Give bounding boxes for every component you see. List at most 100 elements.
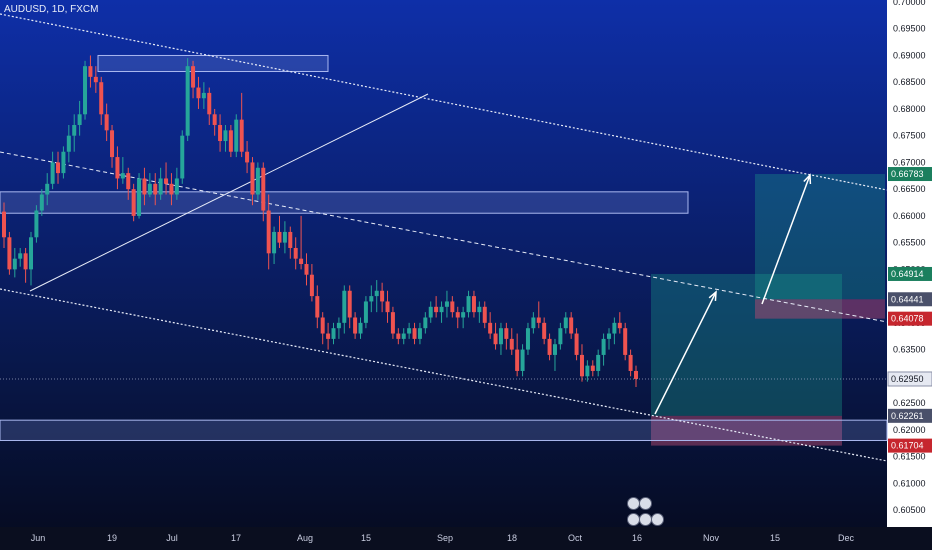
candle-body[interactable] — [61, 151, 66, 174]
candle-body[interactable] — [45, 183, 50, 195]
candle-body[interactable] — [2, 211, 6, 238]
candle-body[interactable] — [196, 87, 201, 99]
price-label-tag[interactable] — [888, 438, 932, 453]
candle-body[interactable] — [628, 354, 633, 371]
candle-body[interactable] — [596, 354, 601, 371]
candle-body[interactable] — [358, 322, 363, 334]
candle-body[interactable] — [34, 210, 39, 238]
candle-body[interactable] — [207, 92, 212, 115]
candle-body[interactable] — [12, 258, 17, 270]
candle-body[interactable] — [126, 173, 131, 190]
candle-body[interactable] — [83, 66, 88, 115]
candle-body[interactable] — [417, 328, 422, 339]
candle-body[interactable] — [439, 306, 444, 313]
candle-body[interactable] — [88, 66, 93, 77]
candle-body[interactable] — [164, 178, 169, 184]
candle-body[interactable] — [212, 114, 217, 125]
candle-body[interactable] — [574, 333, 579, 355]
candle-body[interactable] — [390, 312, 395, 334]
candle-body[interactable] — [552, 344, 557, 355]
candle-body[interactable] — [110, 130, 115, 158]
candle-body[interactable] — [563, 317, 568, 329]
candle-body[interactable] — [223, 130, 228, 142]
candle-body[interactable] — [455, 312, 460, 318]
candle-body[interactable] — [590, 365, 595, 371]
sr-zone[interactable] — [97, 54, 329, 73]
candle-body[interactable] — [623, 328, 628, 355]
price-label-tag[interactable] — [888, 167, 932, 182]
candle-body[interactable] — [147, 183, 152, 195]
candle-body[interactable] — [531, 317, 536, 329]
sr-zone[interactable] — [0, 419, 888, 441]
candle-body[interactable] — [569, 317, 574, 334]
candle-body[interactable] — [104, 114, 109, 131]
candle-body[interactable] — [634, 370, 638, 379]
candle-body[interactable] — [288, 231, 293, 248]
candle-body[interactable] — [250, 162, 255, 195]
candle-body[interactable] — [137, 178, 142, 216]
price-label-tag[interactable] — [887, 371, 932, 387]
target-zone[interactable] — [755, 174, 885, 300]
candle-body[interactable] — [558, 328, 563, 345]
candle-body[interactable] — [504, 328, 509, 339]
candle-body[interactable] — [407, 328, 412, 334]
candle-body[interactable] — [29, 237, 34, 270]
candle-body[interactable] — [234, 119, 239, 152]
candle-body[interactable] — [363, 301, 368, 323]
price-label-tag[interactable] — [888, 266, 932, 281]
candle-body[interactable] — [520, 349, 525, 371]
candle-body[interactable] — [23, 253, 28, 270]
candle-body[interactable] — [304, 264, 309, 275]
candle-body[interactable] — [266, 210, 271, 254]
candle-body[interactable] — [239, 119, 244, 152]
candle-body[interactable] — [261, 167, 266, 211]
candle-body[interactable] — [39, 194, 44, 211]
candle-body[interactable] — [369, 296, 374, 302]
candle-body[interactable] — [347, 290, 352, 318]
candle-body[interactable] — [601, 338, 606, 355]
candle-body[interactable] — [169, 183, 174, 195]
event-flag-icon[interactable] — [651, 513, 664, 526]
candle-body[interactable] — [50, 162, 55, 184]
target-zone[interactable] — [651, 273, 842, 416]
event-flag-icon[interactable] — [639, 497, 652, 510]
candle-body[interactable] — [450, 301, 455, 313]
candle-body[interactable] — [353, 317, 358, 334]
projection-arrow[interactable] — [654, 291, 717, 415]
candle-body[interactable] — [374, 290, 379, 297]
candle-body[interactable] — [326, 333, 331, 339]
candle-body[interactable] — [99, 82, 104, 115]
channel-mid-line[interactable] — [0, 151, 888, 323]
candle-body[interactable] — [7, 237, 12, 270]
candle-body[interactable] — [385, 301, 390, 313]
candle-body[interactable] — [174, 178, 179, 195]
candle-body[interactable] — [477, 306, 482, 313]
candle-body[interactable] — [434, 306, 439, 313]
candle-body[interactable] — [461, 312, 466, 318]
candle-body[interactable] — [423, 317, 428, 329]
candle-body[interactable] — [185, 66, 190, 136]
candle-body[interactable] — [493, 333, 498, 345]
candle-body[interactable] — [444, 301, 449, 307]
candle-body[interactable] — [542, 322, 547, 339]
channel-bottom-line[interactable] — [0, 288, 888, 462]
candle-body[interactable] — [18, 253, 23, 259]
candle-body[interactable] — [606, 333, 611, 339]
candle-body[interactable] — [396, 333, 401, 339]
candle-body[interactable] — [56, 162, 61, 174]
candle-body[interactable] — [66, 135, 71, 152]
candle-body[interactable] — [115, 157, 120, 179]
candle-body[interactable] — [342, 290, 347, 323]
price-label-tag[interactable] — [888, 292, 932, 307]
channel-top-line[interactable] — [0, 13, 888, 191]
candle-body[interactable] — [525, 328, 530, 350]
candle-body[interactable] — [272, 231, 277, 254]
candle-body[interactable] — [482, 306, 487, 323]
candle-body[interactable] — [547, 338, 552, 355]
candle-body[interactable] — [218, 124, 223, 142]
candle-body[interactable] — [309, 274, 314, 297]
candle-body[interactable] — [255, 167, 260, 195]
candle-body[interactable] — [498, 328, 503, 345]
projection-arrow[interactable] — [761, 174, 811, 305]
